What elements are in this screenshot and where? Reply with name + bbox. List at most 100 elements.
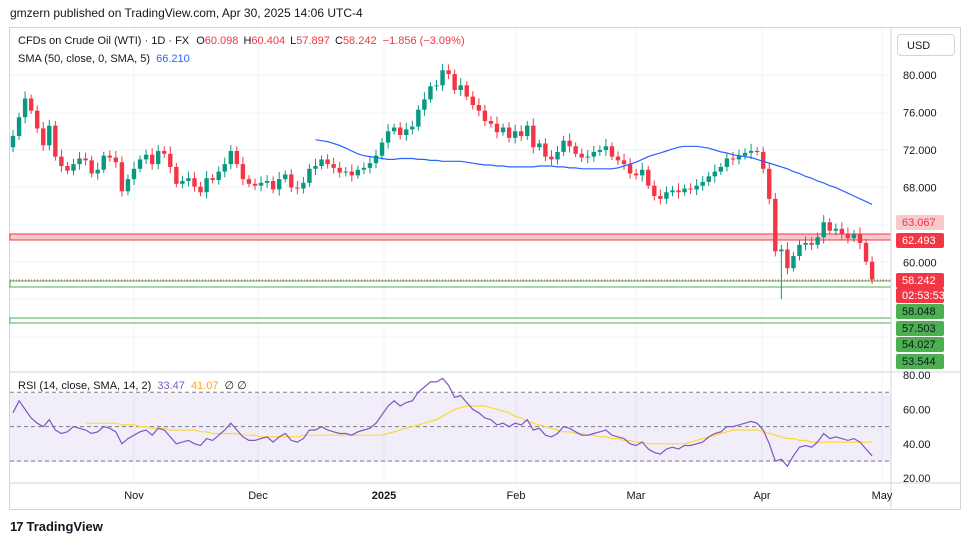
candle-body [458,85,463,91]
rsi-axis: 80.00 60.00 40.00 20.00 [903,370,931,485]
candle-body [28,98,34,111]
candle-body [107,155,112,158]
candle-body [367,163,373,168]
candle-body [180,180,185,184]
time-tick-label: Feb [507,490,526,502]
change-value: −1.856 (−3.09%) [382,35,465,47]
candle-body [119,162,125,192]
rsi-tick-label: 60.00 [903,404,931,416]
candle-body [869,261,875,280]
candle-body [531,125,536,148]
candle-body [754,150,760,152]
candle-body [101,155,106,170]
candle-body [277,179,282,190]
tradingview-logo-icon: 17 [10,519,24,534]
candle-body [270,180,276,190]
rsi-band [10,393,891,462]
candle-body [537,143,542,148]
high-label: H [243,35,252,47]
rsi-extra: ∅ ∅ [224,380,247,392]
candle-body [228,150,233,165]
currency-button[interactable]: USD [897,34,955,56]
candle-body [192,178,197,187]
candle-body [797,244,802,257]
candle-body [428,86,433,100]
rsi-tick-label: 40.00 [903,439,931,451]
candle-body [210,178,215,181]
candle-body [246,179,252,184]
time-tick-label: Nov [124,490,144,502]
candle-body [174,166,179,184]
candle-body [597,150,603,152]
grid-lines [10,28,891,483]
candle-body [652,185,657,197]
close-value: 58.242 [342,35,377,47]
candle-body [779,249,784,252]
candle-body [355,169,361,176]
candle-body [398,127,403,136]
candle-body [89,160,94,174]
candle-body [549,156,554,160]
candle-body [718,166,724,172]
candle-body [609,146,615,157]
sma-label[interactable]: SMA (50, close, 0, SMA, 5) [18,53,151,65]
candle-body [591,151,596,157]
candle-body [748,150,754,153]
price-badge-label: 58.048 [902,306,936,318]
candle-body [10,135,16,148]
resistance-zone [9,233,892,241]
candle-body [603,146,609,151]
candle-body [476,105,482,111]
time-tick-label: Mar [627,490,646,502]
rsi-label[interactable]: RSI (14, close, SMA, 14, 2) [18,380,152,392]
rsi-ma-value: 41.07 [190,380,219,392]
low-value: 57.897 [296,35,330,47]
price-badge [896,304,944,319]
candle-body [670,190,675,193]
sma-line [315,139,873,205]
candle-body [143,154,149,160]
candle-body [391,127,397,132]
candle-body [761,151,766,169]
candle-body [325,159,330,165]
candle-body [422,99,427,110]
price-tick-label: 68.000 [903,183,937,195]
tradingview-brand[interactable]: 17 TradingView [10,519,103,534]
candle-body [47,125,52,146]
candle-body [773,198,778,252]
candle-body [494,123,500,133]
candle-body [488,120,494,124]
rsi-tick-label: 80.00 [903,370,931,382]
candle-body [234,150,240,165]
time-tick-label: 2025 [372,490,396,502]
candle-body [264,180,270,183]
candle-body [573,146,578,154]
candle-body [385,131,391,143]
candle-body [410,126,415,130]
candle-body [688,188,693,190]
candle-body [65,165,70,171]
candle-body [222,164,227,172]
sma-value: 66.210 [156,53,190,65]
candle-body [706,176,711,182]
candle-body [41,128,46,146]
candle-body [561,140,566,152]
candle-body [519,131,524,136]
candle-body [162,150,167,154]
price-tick-label: 72.000 [903,145,937,157]
candle-body [77,158,82,165]
candlestick-series [10,63,875,300]
candle-body [434,85,439,87]
symbol-label[interactable]: CFDs on Crude Oil (WTI) · 1D · FX [18,35,190,47]
candle-body [555,151,560,160]
candle-body [186,178,191,181]
rsi-ma-line [85,405,873,445]
candle-body [863,242,869,262]
candle-body [156,150,161,165]
candle-body [682,188,687,193]
candle-body [446,70,451,75]
price-badge-label: 53.544 [902,356,936,368]
candle-body [615,156,621,161]
time-tick-label: Apr [753,490,770,502]
